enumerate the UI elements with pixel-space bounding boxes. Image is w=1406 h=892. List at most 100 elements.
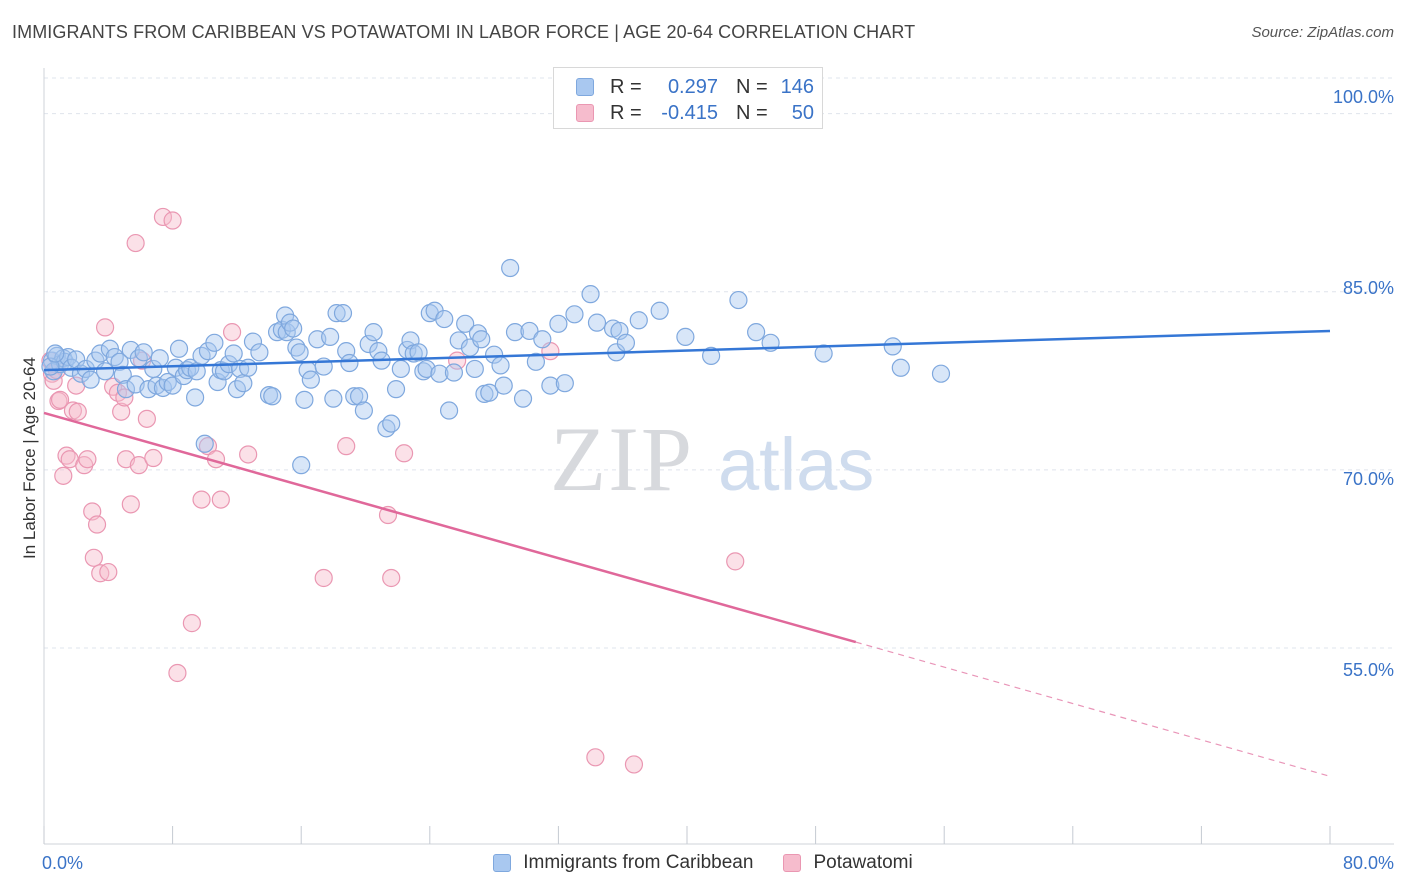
caribbean-point (382, 414, 401, 433)
potawatomi-point (95, 318, 115, 337)
legend-item-potawatomi[interactable]: Potawatomi (783, 852, 913, 874)
legend-item-caribbean[interactable]: Immigrants from Caribbean (493, 852, 753, 874)
caribbean-point (565, 305, 584, 324)
potawatomi-point (586, 748, 605, 767)
potawatomi-point (99, 562, 118, 582)
potawatomi-point (726, 552, 745, 571)
caribbean-point (491, 356, 510, 375)
caribbean-point (186, 388, 205, 407)
caribbean-point (729, 290, 748, 310)
potawatomi-point (54, 466, 73, 485)
caribbean-point (205, 333, 224, 352)
n-value: 146 (780, 75, 814, 98)
caribbean-point (456, 314, 475, 333)
caribbean-point (301, 370, 320, 389)
caribbean-point (435, 309, 454, 329)
watermark: ZIP atlas (550, 408, 874, 510)
n-label: N = (736, 101, 768, 124)
potawatomi-point (68, 402, 87, 421)
caribbean-point (243, 332, 263, 351)
potawatomi-point (337, 437, 356, 456)
potawatomi-trend-line (43, 411, 857, 644)
caribbean-point (650, 301, 669, 320)
caribbean-point (541, 376, 560, 395)
caribbean-point (337, 342, 356, 361)
caribbean-point (891, 358, 910, 377)
potawatomi-point (44, 371, 63, 390)
caribbean-point (116, 380, 136, 399)
potawatomi-legend-swatch (783, 854, 802, 872)
potawatomi-trend-extension (855, 641, 1331, 777)
caribbean-points (41, 258, 951, 475)
caribbean-point (359, 334, 378, 354)
source-label: Source: ZipAtlas.com (1251, 24, 1394, 41)
caribbean-point (386, 380, 406, 399)
caribbean-point (555, 374, 574, 393)
caribbean-point (520, 321, 539, 341)
caribbean-point (333, 304, 353, 323)
caribbean-point (449, 331, 468, 350)
caribbean-point (931, 364, 951, 383)
caribbean-point (409, 343, 428, 362)
caribbean-point (113, 365, 132, 384)
potawatomi-point (112, 402, 131, 421)
y-tick-label-100: 100.0% (1332, 87, 1394, 107)
trend-lines (43, 329, 1331, 777)
potawatomi-point (182, 614, 201, 633)
potawatomi-point (84, 548, 103, 567)
potawatomi-point (129, 456, 148, 475)
potawatomi-point (50, 390, 70, 409)
caribbean-point (439, 401, 459, 420)
potawatomi-point (239, 445, 258, 464)
caribbean-point (533, 330, 552, 349)
potawatomi-point (314, 568, 333, 588)
caribbean-point (472, 330, 491, 349)
caribbean-point (629, 311, 648, 330)
caribbean-point (480, 383, 499, 402)
stats-legend: R = 0.297 N = 146 R = -0.415 N = 50 (553, 67, 823, 129)
potawatomi-point (153, 207, 173, 227)
y-tick-label-70: 70.0% (1342, 469, 1394, 489)
stats-legend-row-caribbean: R = 0.297 N = 146 (576, 74, 814, 100)
potawatomi-point (78, 450, 97, 469)
r-label: R = (610, 101, 642, 124)
y-axis-label: In Labor Force | Age 20-64 (20, 357, 39, 559)
caribbean-point (81, 370, 100, 389)
caribbean-point (391, 359, 410, 379)
caribbean-point (364, 323, 383, 342)
potawatomi-swatch (576, 104, 594, 122)
potawatomi-point (198, 437, 218, 456)
caribbean-point (444, 363, 464, 382)
r-label: R = (610, 75, 642, 98)
caribbean-point (549, 314, 568, 333)
r-value: -0.415 (661, 101, 718, 124)
caribbean-point (883, 337, 902, 356)
potawatomi-point (382, 568, 401, 588)
r-value: 0.297 (667, 75, 718, 98)
caribbean-point (513, 389, 533, 408)
n-label: N = (736, 75, 768, 98)
potawatomi-point (211, 490, 230, 509)
chart-title: IMMIGRANTS FROM CARIBBEAN VS POTAWATOMI … (12, 22, 916, 42)
caribbean-point (494, 376, 513, 395)
caribbean-point (747, 323, 766, 342)
caribbean-point (46, 344, 65, 363)
caribbean-point (340, 353, 359, 373)
caribbean-point (169, 339, 189, 358)
watermark-zip: ZIP (550, 408, 694, 510)
caribbean-point (505, 323, 525, 342)
caribbean-point (345, 387, 364, 406)
potawatomi-point (624, 755, 644, 774)
x-tick-label-max: 80.0% (1342, 853, 1394, 873)
caribbean-point (195, 434, 214, 453)
caribbean-point (234, 374, 253, 393)
y-tick-label-55: 55.0% (1342, 660, 1394, 680)
caribbean-point (465, 359, 484, 379)
caribbean-point (501, 258, 520, 278)
y-tick-label-85: 85.0% (1342, 278, 1394, 298)
caribbean-point (284, 319, 303, 338)
caribbean-point (290, 343, 309, 362)
series-legend: Immigrants from Caribbean Potawatomi (0, 852, 1406, 874)
x-tick-label-min: 0.0% (42, 853, 84, 873)
